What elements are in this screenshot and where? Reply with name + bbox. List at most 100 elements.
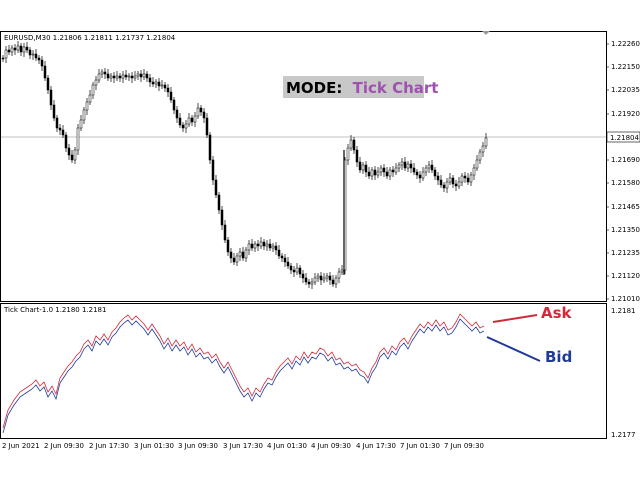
- time-tick-label: 4 Jun 17:30: [356, 442, 396, 450]
- candle-body: [40, 59, 44, 67]
- candle-body: [478, 151, 482, 161]
- candle-body: [325, 275, 329, 279]
- main-info-line: EURUSD,M30 1.21806 1.21811 1.21737 1.218…: [4, 34, 176, 42]
- candle-body: [100, 71, 104, 75]
- candle-body: [82, 109, 86, 121]
- candle-body: [223, 224, 227, 241]
- candle-body: [124, 74, 128, 78]
- candle-body: [406, 163, 410, 169]
- candle-body: [85, 101, 89, 111]
- candle-body: [265, 243, 269, 247]
- candle-body: [31, 53, 35, 56]
- candle-body: [289, 265, 293, 271]
- candle-body: [259, 241, 263, 247]
- candle-body: [349, 139, 353, 149]
- candle-body: [421, 171, 425, 179]
- candle-body: [91, 84, 95, 96]
- candle-body: [445, 181, 449, 189]
- candle-body: [385, 171, 389, 177]
- candle-body: [70, 154, 74, 161]
- chart-shift-marker-icon[interactable]: [482, 31, 490, 35]
- candle-body: [328, 275, 332, 281]
- candle-body: [178, 117, 182, 126]
- candle-body: [436, 175, 440, 181]
- candle-body: [67, 147, 71, 156]
- candle-body: [118, 75, 122, 79]
- current-price-tag: [606, 131, 640, 143]
- candle-body: [22, 46, 26, 53]
- candle-body: [34, 53, 38, 59]
- candle-body: [463, 175, 467, 179]
- candle-body: [112, 75, 116, 79]
- candle-body: [256, 243, 260, 247]
- candle-body: [190, 117, 194, 123]
- candle-body: [316, 275, 320, 279]
- candle-body: [373, 169, 377, 176]
- candle-body: [295, 267, 299, 273]
- candle-body: [418, 174, 422, 179]
- candle-body: [400, 161, 404, 166]
- candle-body: [358, 161, 362, 171]
- candle-body: [376, 171, 380, 176]
- candle-body: [337, 271, 341, 279]
- candle-body: [181, 124, 185, 129]
- candle-body: [304, 277, 308, 283]
- candle-body: [307, 281, 311, 285]
- candle-body: [55, 117, 59, 129]
- price-tick-label: 1.21120: [611, 272, 640, 280]
- candle-body: [355, 149, 359, 163]
- candle-body: [7, 49, 11, 53]
- candle-body: [454, 183, 458, 187]
- candle-body: [469, 174, 473, 183]
- candle-body: [13, 47, 17, 51]
- candle-body: [346, 147, 350, 161]
- candle-body: [49, 89, 53, 106]
- candle-body: [160, 84, 164, 87]
- mode-value: Tick Chart: [353, 79, 439, 97]
- time-tick-label: 2 Jun 2021: [2, 442, 40, 450]
- time-tick-label: 4 Jun 01:30: [267, 442, 307, 450]
- candle-body: [475, 159, 479, 169]
- candle-body: [310, 281, 314, 285]
- ask-pointer-line: [492, 314, 538, 323]
- time-tick-label: 4 Jun 09:30: [311, 442, 351, 450]
- candle-body: [481, 145, 485, 153]
- candle-body: [448, 177, 452, 183]
- candle-body: [340, 269, 344, 273]
- candle-body: [76, 127, 80, 151]
- candle-body: [334, 277, 338, 285]
- mode-label: MODE: Tick Chart: [286, 79, 438, 97]
- price-tick-label: 1.21690: [611, 156, 640, 164]
- mode-label-background: [283, 76, 424, 98]
- sub-tick-top: 1.2181: [611, 307, 636, 315]
- candle-body: [412, 167, 416, 173]
- candle-body: [193, 115, 197, 123]
- candle-body: [226, 239, 230, 253]
- candle-body: [409, 163, 413, 169]
- candle-body: [250, 243, 254, 249]
- candle-body: [202, 111, 206, 119]
- candle-body: [64, 134, 68, 149]
- candle-body: [451, 177, 455, 185]
- candle-body: [457, 181, 461, 187]
- candle-body: [79, 119, 83, 129]
- candle-body: [370, 169, 374, 177]
- candle-body: [364, 164, 368, 173]
- mode-prefix: MODE:: [286, 79, 342, 97]
- candle-body: [382, 167, 386, 173]
- candle-body: [172, 99, 176, 111]
- candle-body: [331, 279, 335, 285]
- candle-body: [232, 257, 236, 263]
- time-tick-label: 3 Jun 17:30: [223, 442, 263, 450]
- price-tick-label: 1.22260: [611, 40, 640, 48]
- price-tick-label: 1.21920: [611, 110, 640, 118]
- candle-body: [28, 49, 32, 56]
- candle-body: [430, 164, 434, 171]
- candle-body: [166, 87, 170, 93]
- candle-body: [460, 175, 464, 183]
- candle-body: [388, 169, 392, 177]
- candle-body: [271, 245, 275, 249]
- candle-body: [52, 104, 56, 119]
- candlestick-series: [1, 41, 488, 289]
